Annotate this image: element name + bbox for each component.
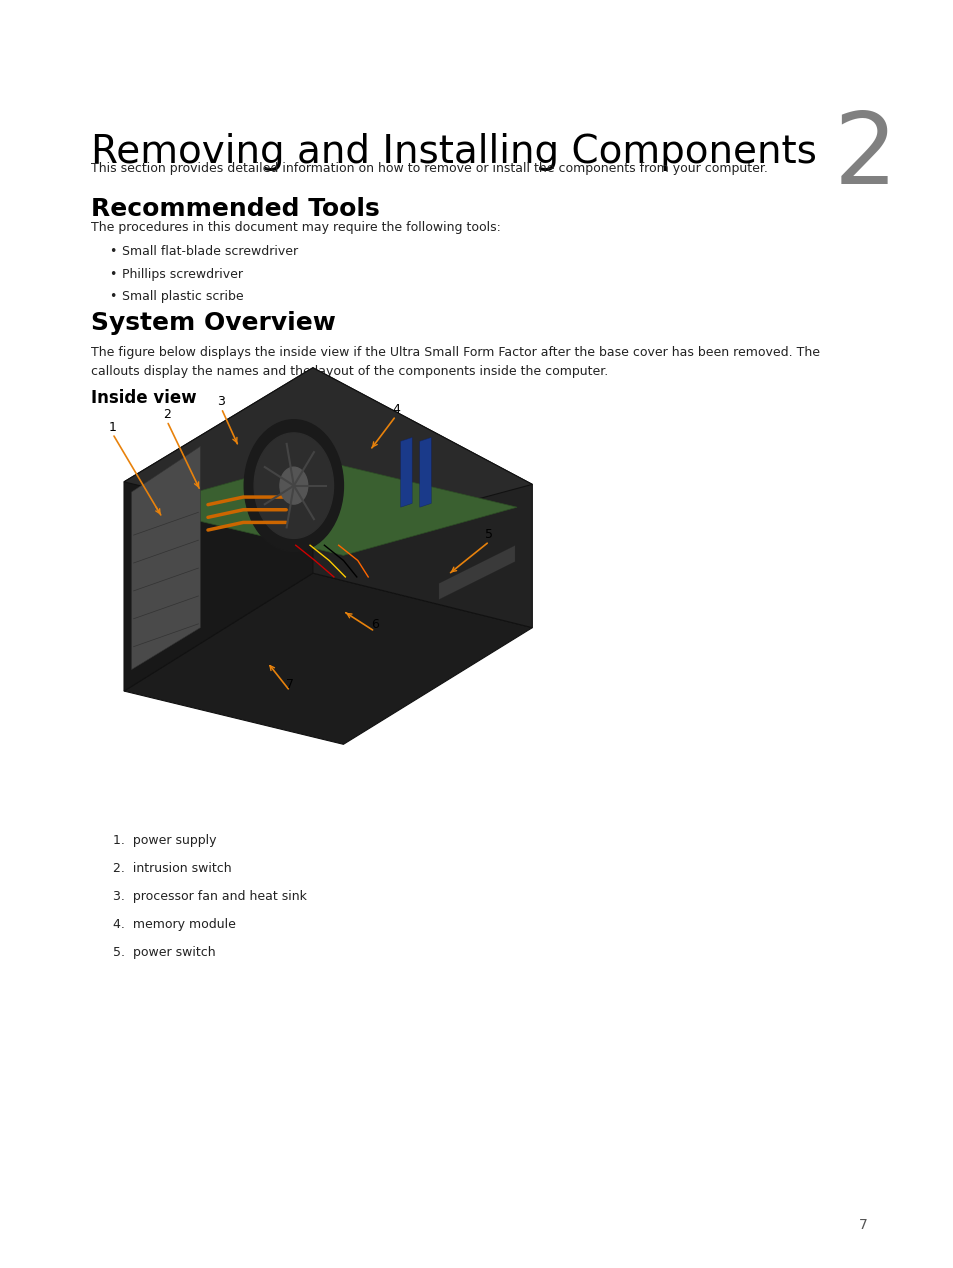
Text: 5.  power switch: 5. power switch	[112, 946, 215, 959]
Polygon shape	[124, 573, 532, 744]
Text: 7: 7	[286, 678, 294, 691]
Text: Recommended Tools: Recommended Tools	[91, 197, 379, 221]
Text: System Overview: System Overview	[91, 311, 335, 335]
Polygon shape	[141, 459, 517, 555]
Text: 3: 3	[217, 396, 225, 408]
Text: 4.  memory module: 4. memory module	[112, 918, 235, 931]
Text: •: •	[109, 290, 116, 303]
Text: 6: 6	[371, 619, 378, 631]
Polygon shape	[132, 446, 200, 670]
Circle shape	[244, 420, 343, 552]
Text: 7: 7	[858, 1219, 867, 1232]
Text: 4: 4	[392, 403, 399, 416]
Polygon shape	[124, 368, 313, 691]
Circle shape	[253, 432, 334, 539]
Text: •: •	[109, 245, 116, 257]
Text: 1.  power supply: 1. power supply	[112, 834, 215, 847]
Text: 2.  intrusion switch: 2. intrusion switch	[112, 862, 231, 875]
Circle shape	[279, 467, 308, 505]
Text: 5: 5	[485, 529, 493, 541]
Text: The procedures in this document may require the following tools:: The procedures in this document may requ…	[91, 221, 500, 233]
Text: Small flat-blade screwdriver: Small flat-blade screwdriver	[122, 245, 298, 257]
Polygon shape	[438, 545, 515, 600]
Polygon shape	[124, 368, 532, 535]
Text: 1: 1	[109, 421, 116, 434]
Text: Small plastic scribe: Small plastic scribe	[122, 290, 243, 303]
Text: 2: 2	[832, 108, 896, 204]
Polygon shape	[419, 437, 431, 507]
Text: 3.  processor fan and heat sink: 3. processor fan and heat sink	[112, 890, 306, 903]
Text: This section provides detailed information on how to remove or install the compo: This section provides detailed informati…	[91, 162, 767, 175]
Polygon shape	[313, 368, 532, 628]
Text: Removing and Installing Components: Removing and Installing Components	[91, 133, 816, 171]
Text: The figure below displays the inside view if the Ultra Small Form Factor after t: The figure below displays the inside vie…	[91, 346, 819, 378]
Polygon shape	[400, 437, 412, 507]
Text: 2: 2	[163, 408, 171, 421]
Text: •: •	[109, 268, 116, 280]
Text: Inside view: Inside view	[91, 389, 196, 407]
Text: Phillips screwdriver: Phillips screwdriver	[122, 268, 243, 280]
